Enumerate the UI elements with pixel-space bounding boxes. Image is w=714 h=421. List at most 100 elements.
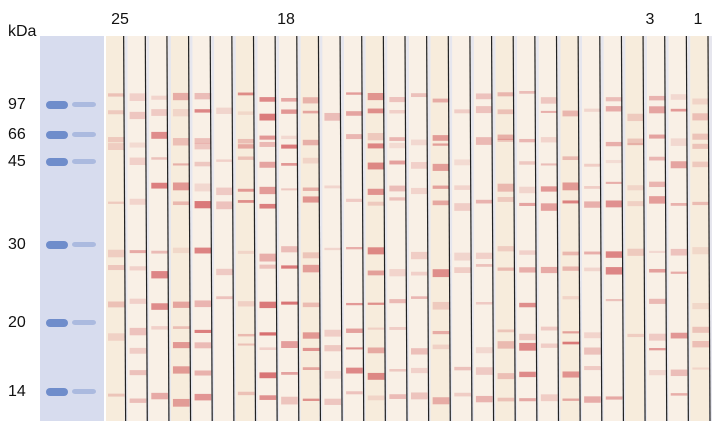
band — [259, 395, 278, 400]
band — [259, 203, 278, 209]
strip-edge — [534, 35, 538, 421]
band — [454, 267, 472, 274]
band — [194, 329, 213, 333]
strip-gap — [557, 36, 561, 421]
band — [302, 110, 321, 114]
band — [346, 367, 364, 374]
band — [302, 252, 321, 259]
band — [605, 200, 624, 208]
band — [346, 391, 364, 395]
strip — [409, 36, 431, 421]
strip — [603, 36, 626, 421]
band — [389, 299, 407, 304]
band — [649, 134, 667, 139]
band — [237, 301, 256, 307]
band — [540, 163, 559, 166]
band — [151, 250, 169, 254]
band — [172, 398, 191, 407]
strip — [170, 36, 193, 421]
strip — [625, 36, 648, 421]
strip — [473, 36, 496, 421]
band — [172, 163, 191, 166]
band — [172, 138, 191, 146]
band — [605, 181, 624, 184]
strip-edge — [555, 35, 560, 421]
band — [281, 97, 299, 102]
band — [259, 301, 278, 309]
band — [432, 269, 451, 278]
band — [475, 367, 494, 375]
strip-gap — [665, 36, 669, 421]
strip-edge — [231, 35, 235, 421]
band — [151, 157, 169, 160]
strip — [279, 36, 301, 421]
marker-band-faint — [72, 389, 96, 394]
band — [670, 332, 689, 339]
band — [497, 329, 516, 333]
band — [346, 347, 364, 350]
marker-label: 66 — [8, 126, 26, 143]
strip-edge — [317, 35, 322, 421]
band — [562, 200, 581, 204]
band — [519, 398, 537, 402]
band — [367, 347, 386, 354]
strip-edge — [707, 35, 711, 421]
band — [129, 111, 148, 120]
band — [454, 185, 472, 190]
strip-gap — [211, 36, 215, 421]
band — [259, 264, 278, 269]
band — [411, 367, 429, 374]
band — [129, 157, 148, 165]
band — [389, 269, 407, 277]
band — [649, 298, 667, 304]
band — [324, 185, 343, 189]
band — [129, 198, 148, 205]
strip-gap — [449, 36, 453, 421]
band — [108, 137, 126, 143]
strip-gap — [709, 36, 712, 421]
strip-gap — [492, 36, 496, 421]
band — [281, 396, 299, 405]
band — [172, 108, 191, 117]
strip — [235, 36, 258, 421]
band — [692, 247, 710, 255]
band — [519, 91, 537, 94]
band — [540, 203, 559, 211]
band — [432, 135, 451, 141]
strip-gap — [341, 36, 345, 421]
band — [151, 95, 169, 100]
band — [389, 394, 407, 399]
marker-band — [46, 158, 68, 166]
band — [649, 370, 667, 376]
band — [519, 267, 537, 273]
band — [540, 326, 559, 331]
strip-edge — [166, 35, 170, 421]
strip-gap — [514, 36, 518, 421]
strip-gap — [644, 36, 648, 421]
marker-band — [46, 101, 68, 109]
band — [259, 141, 278, 147]
strip-edge — [642, 35, 646, 421]
band — [670, 248, 689, 256]
band — [237, 343, 256, 346]
band — [649, 250, 667, 254]
strip-edge — [469, 35, 473, 421]
band — [108, 201, 126, 204]
band — [367, 327, 386, 330]
band — [129, 347, 148, 354]
band — [172, 301, 191, 308]
band — [151, 326, 169, 330]
marker-band — [46, 388, 68, 396]
band — [411, 187, 429, 195]
band — [692, 113, 710, 121]
band — [389, 142, 407, 149]
strip-edge — [123, 35, 127, 421]
strip-gap — [384, 36, 388, 421]
band — [302, 332, 321, 339]
band — [519, 250, 537, 255]
band — [411, 93, 429, 98]
band — [692, 341, 710, 348]
band — [129, 93, 148, 101]
strip-gap — [319, 36, 323, 421]
band — [584, 347, 602, 355]
